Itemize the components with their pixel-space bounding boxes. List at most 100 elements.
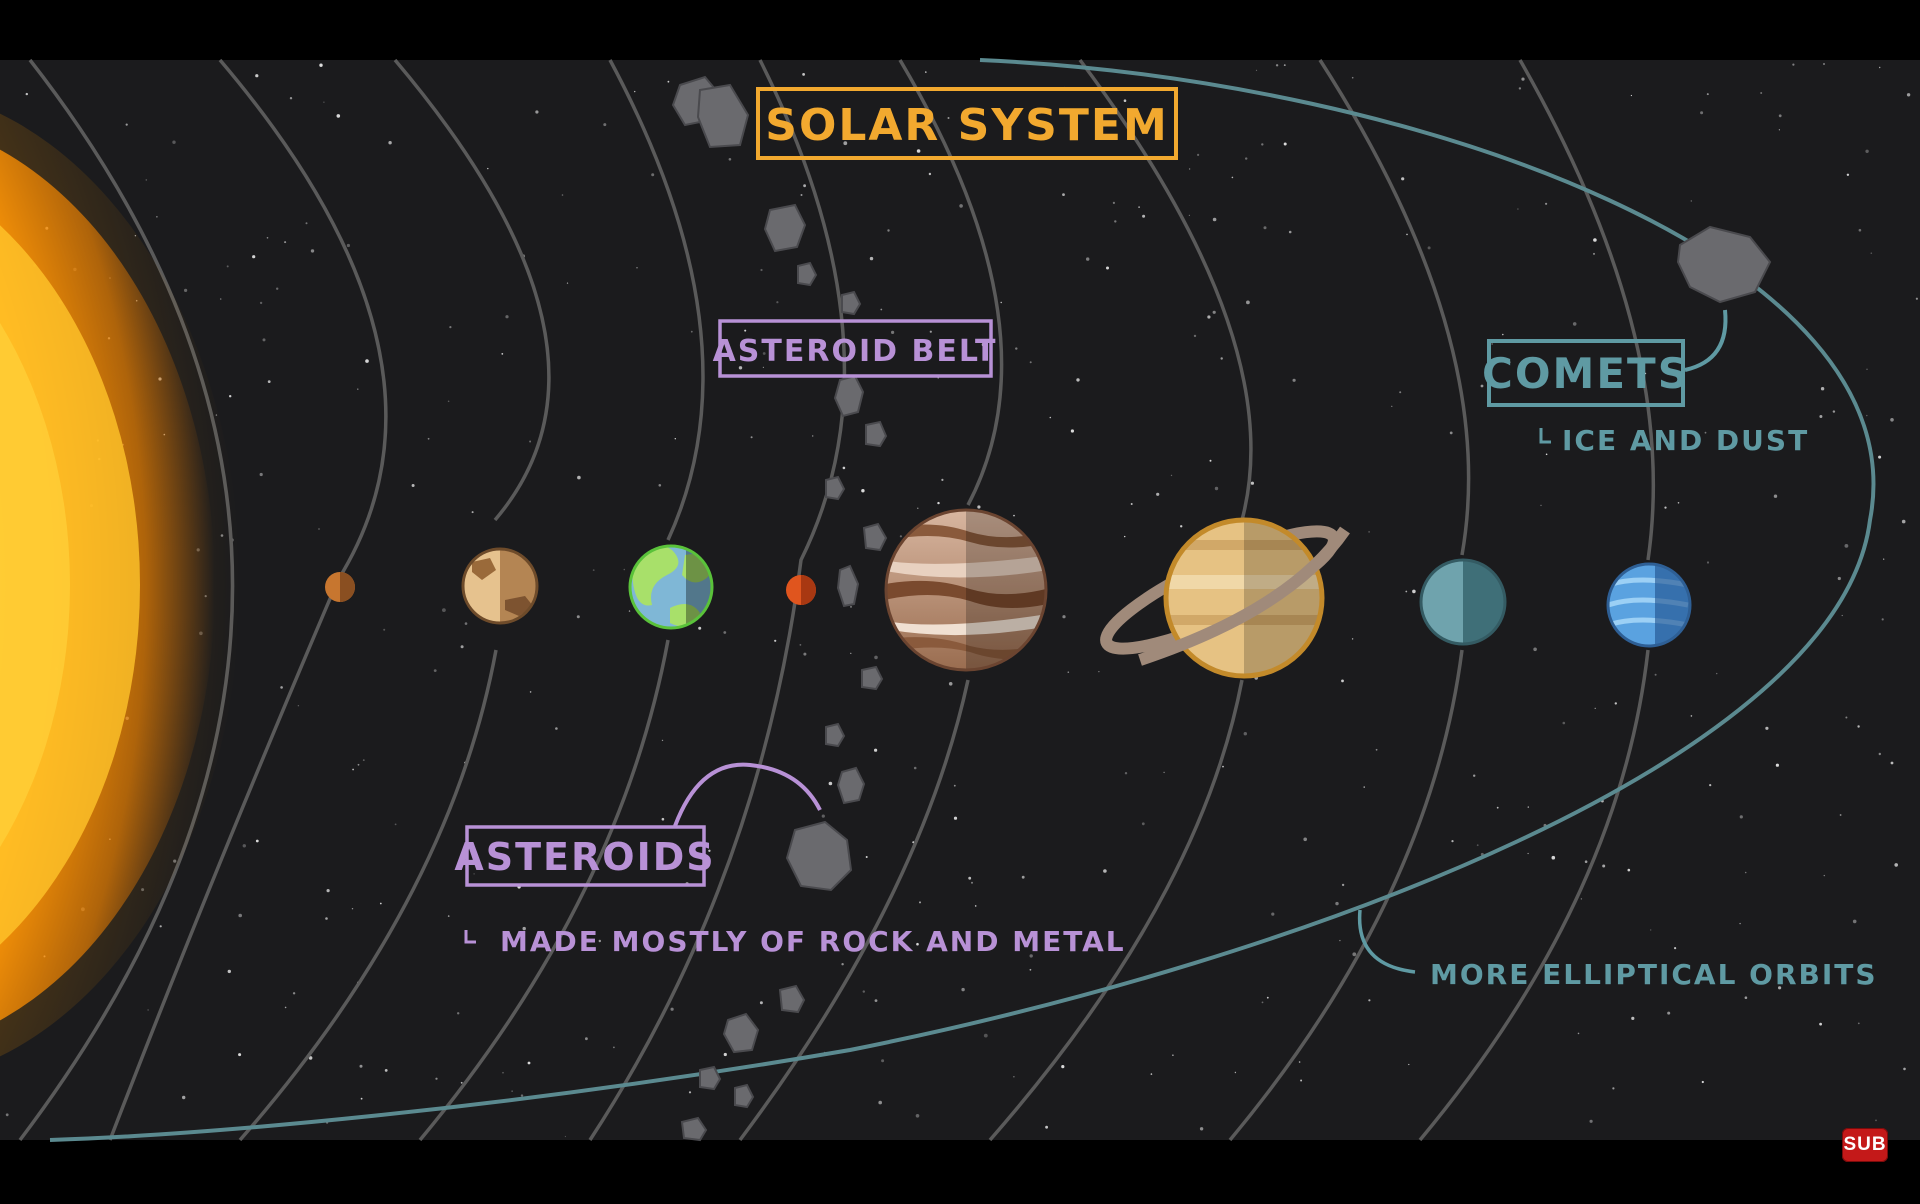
- star: [1594, 707, 1596, 710]
- star: [145, 179, 148, 181]
- star: [1866, 368, 1868, 370]
- star: [919, 901, 921, 904]
- star: [1701, 1080, 1704, 1084]
- star: [564, 1135, 567, 1138]
- star: [435, 1077, 438, 1080]
- subscribe-badge[interactable]: SUB: [1842, 1128, 1888, 1162]
- star: [1288, 230, 1292, 234]
- star: [346, 243, 350, 248]
- venus-planet: [461, 547, 539, 625]
- asteroid-rock: [861, 665, 884, 691]
- star: [628, 610, 631, 612]
- star: [1000, 301, 1002, 304]
- star: [1263, 226, 1267, 230]
- star: [1846, 173, 1850, 176]
- star: [1866, 414, 1868, 417]
- star: [388, 141, 392, 145]
- star: [1197, 153, 1200, 156]
- star: [1261, 143, 1264, 146]
- star: [1690, 200, 1693, 202]
- star: [1778, 114, 1782, 118]
- star: [297, 705, 300, 707]
- orbit-line: [418, 59, 705, 1142]
- star: [1076, 378, 1080, 382]
- comet-rock: [1676, 225, 1772, 304]
- star: [1709, 784, 1712, 787]
- star: [1172, 1054, 1174, 1056]
- star: [1193, 334, 1197, 338]
- star: [555, 727, 558, 730]
- star: [1156, 492, 1160, 496]
- star: [658, 484, 662, 487]
- star: [824, 133, 827, 135]
- star: [880, 308, 883, 311]
- star: [1879, 66, 1881, 69]
- star: [1517, 208, 1519, 210]
- star: [1792, 63, 1795, 66]
- star: [1283, 142, 1287, 146]
- star: [1086, 257, 1090, 261]
- title-box: SOLAR SYSTEM: [756, 87, 1178, 160]
- star: [1823, 63, 1825, 65]
- star: [1890, 761, 1894, 765]
- asteroids-label: ASTEROIDS: [454, 835, 715, 879]
- star: [881, 1059, 885, 1063]
- star: [255, 74, 259, 78]
- star: [280, 686, 283, 689]
- star: [1739, 922, 1741, 925]
- star: [289, 97, 293, 100]
- star: [326, 889, 330, 893]
- star: [585, 1037, 588, 1041]
- star: [977, 505, 981, 509]
- star: [1351, 76, 1354, 79]
- comets-label: COMETS: [1482, 349, 1690, 398]
- star: [728, 158, 732, 161]
- star: [1292, 378, 1296, 382]
- star: [1890, 418, 1894, 422]
- star: [325, 917, 328, 920]
- star: [803, 652, 807, 656]
- star: [501, 353, 504, 355]
- star: [869, 256, 874, 261]
- star: [603, 123, 607, 127]
- star: [535, 110, 539, 114]
- star: [1015, 347, 1018, 350]
- star: [255, 839, 259, 843]
- star: [947, 117, 950, 119]
- star: [1406, 233, 1408, 236]
- star: [1352, 952, 1357, 957]
- asteroid-rock: [699, 1065, 722, 1091]
- star: [1138, 206, 1140, 209]
- star: [850, 652, 852, 654]
- star: [471, 511, 474, 514]
- star: [276, 287, 279, 290]
- star: [887, 229, 890, 232]
- star: [1837, 576, 1841, 581]
- star: [1261, 1001, 1264, 1004]
- star: [941, 478, 944, 481]
- star: [1476, 844, 1479, 847]
- star: [1199, 1127, 1204, 1131]
- star: [147, 1009, 149, 1011]
- star: [929, 330, 932, 333]
- star: [1405, 590, 1408, 593]
- asteroid-rock: [763, 203, 807, 253]
- star: [661, 739, 664, 742]
- orbit-line: [1418, 59, 1656, 1142]
- star: [1451, 840, 1454, 843]
- star: [1070, 429, 1074, 433]
- star: [971, 881, 973, 884]
- star: [1631, 1016, 1635, 1021]
- star: [1716, 672, 1718, 675]
- asteroid-rock: [862, 522, 888, 552]
- star: [1123, 99, 1127, 102]
- star: [449, 326, 452, 329]
- asteroid-rock: [825, 722, 846, 748]
- star: [362, 759, 365, 761]
- star: [670, 1007, 674, 1011]
- mercury-planet: [325, 572, 355, 602]
- orbit-line: [738, 59, 1004, 1142]
- star: [916, 942, 919, 946]
- star: [156, 216, 158, 218]
- asteroid-belt-label: ASTEROID BELT: [713, 334, 998, 369]
